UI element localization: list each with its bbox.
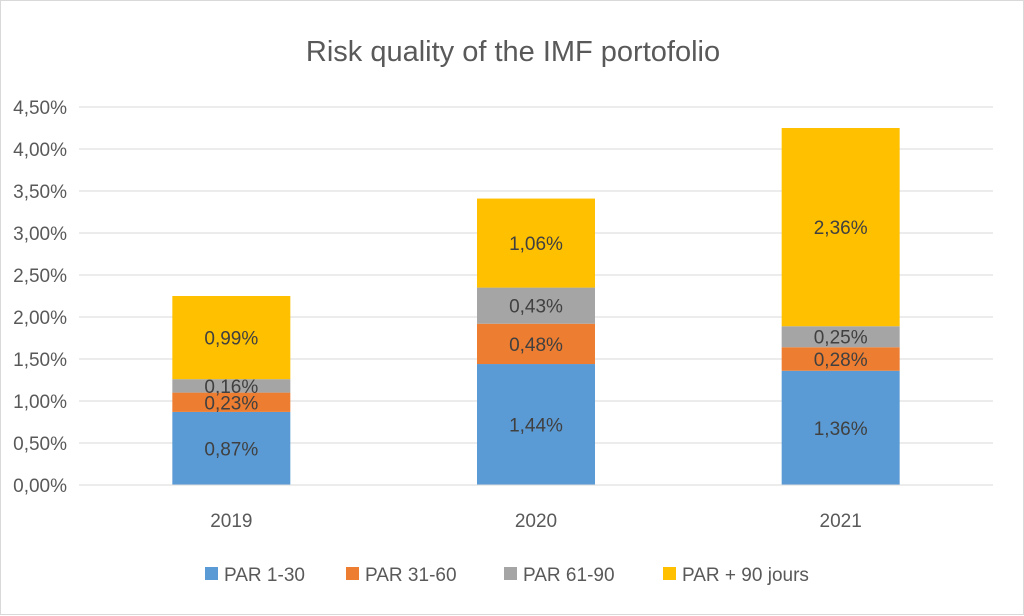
data-label: 0,16% bbox=[204, 377, 258, 398]
x-tick-label: 2020 bbox=[515, 511, 557, 532]
legend-label: PAR 61-90 bbox=[523, 565, 615, 586]
bar-segment bbox=[477, 364, 595, 485]
legend-item: PAR 61-90 bbox=[504, 565, 615, 586]
data-label: 1,36% bbox=[814, 419, 868, 440]
data-label: 0,87% bbox=[204, 439, 258, 460]
chart-title: Risk quality of the IMF portofolio bbox=[306, 36, 720, 68]
y-tick-label: 3,50% bbox=[13, 182, 67, 203]
y-tick-label: 3,00% bbox=[13, 224, 67, 245]
y-tick-label: 0,50% bbox=[13, 434, 67, 455]
legend-label: PAR 31-60 bbox=[365, 565, 457, 586]
legend-label: PAR + 90 jours bbox=[682, 565, 809, 586]
legend-label: PAR 1-30 bbox=[224, 565, 305, 586]
legend: PAR 1-30 PAR 31-60 PAR 61-90 PAR + 90 jours bbox=[205, 565, 809, 586]
bar-segment bbox=[781, 128, 900, 327]
data-label: 2,36% bbox=[814, 218, 868, 239]
legend-swatch bbox=[663, 567, 676, 580]
legend-item: PAR 1-30 bbox=[205, 565, 305, 586]
data-label: 0,99% bbox=[204, 329, 258, 350]
y-tick-label: 1,50% bbox=[13, 350, 67, 371]
legend-item: PAR + 90 jours bbox=[663, 565, 809, 586]
data-label: 1,06% bbox=[509, 234, 563, 255]
y-tick-label: 4,50% bbox=[13, 98, 67, 119]
bar-segment bbox=[477, 287, 595, 324]
data-label: 0,43% bbox=[509, 297, 563, 318]
bar-segment bbox=[477, 198, 595, 288]
bar-segment bbox=[172, 411, 291, 485]
y-tick-label: 2,00% bbox=[13, 308, 67, 329]
x-tick-label: 2021 bbox=[820, 511, 862, 532]
y-tick-label: 1,00% bbox=[13, 392, 67, 413]
y-tick-label: 2,50% bbox=[13, 266, 67, 287]
x-axis: 2019 2020 2021 bbox=[79, 484, 993, 532]
bar-segment bbox=[781, 326, 900, 348]
y-tick-label: 0,00% bbox=[13, 476, 67, 497]
bar-segment bbox=[172, 379, 291, 393]
bar-segment bbox=[781, 370, 900, 485]
data-label: 0,25% bbox=[814, 328, 868, 349]
y-tick-label: 4,00% bbox=[13, 140, 67, 161]
bar-segment bbox=[477, 323, 595, 365]
bar-segment bbox=[781, 347, 900, 371]
x-tick-label: 2019 bbox=[210, 511, 252, 532]
data-label: 0,23% bbox=[204, 393, 258, 414]
bar-segment bbox=[172, 392, 291, 412]
bars: 0,87% 0,23%0,16% 0,99% 1,44% 0,48% 0,43% 1,06%… bbox=[172, 128, 900, 485]
data-label: 1,44% bbox=[509, 416, 563, 437]
legend-item: PAR 31-60 bbox=[346, 565, 457, 586]
legend-swatch bbox=[346, 567, 359, 580]
data-label: 0,48% bbox=[509, 335, 563, 356]
y-axis: 0,00% 0,50% 1,00% 1,50% 2,00% 2,50% 3,00% 3,50%… bbox=[13, 98, 67, 497]
legend-swatch bbox=[205, 567, 218, 580]
legend-swatch bbox=[504, 567, 517, 580]
bar-segment bbox=[172, 296, 291, 380]
data-label: 0,28% bbox=[814, 350, 868, 371]
